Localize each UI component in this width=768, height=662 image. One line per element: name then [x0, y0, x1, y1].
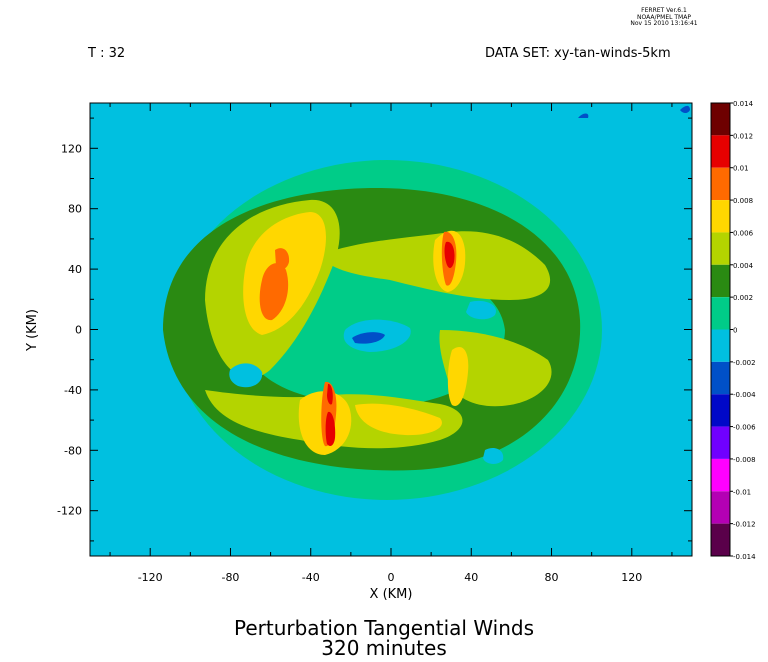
x-axis-label: X (KM) [370, 587, 413, 602]
colorbar-swatch [711, 361, 730, 395]
colorbar-swatch [711, 394, 730, 427]
colorbar-swatch [711, 523, 730, 556]
max-south-red-2 [327, 383, 333, 405]
colorbar: 0.014 0.012 0.01 0.008 0.006 0.004 0.002 0 -0.00… [710, 100, 756, 561]
hole-ne [466, 300, 496, 320]
stamp-line: FERRET Ver.6.1 [641, 7, 687, 14]
colorbar-swatch [711, 200, 730, 233]
time-label: T : 32 [88, 46, 126, 61]
colorbar-label: 0.006 [733, 229, 754, 237]
colorbar-swatch [711, 103, 730, 136]
x-tick-label: 80 [545, 571, 559, 584]
colorbar-swatch [711, 232, 730, 265]
colorbar-label: -0.008 [733, 456, 756, 464]
chart-title: Perturbation Tangential Winds [234, 616, 534, 640]
colorbar-label: 0.004 [733, 262, 754, 270]
chart-subtitle: 320 minutes [321, 636, 447, 660]
colorbar-label: 0.012 [733, 132, 753, 140]
x-tick-label: -40 [302, 571, 320, 584]
hole-west [229, 363, 263, 388]
x-tick-label: 0 [388, 571, 395, 584]
y-axis: -120 -80 -40 0 40 80 120 [57, 117, 692, 542]
stamp-line: NOAA/PMEL TMAP [637, 13, 691, 21]
colorbar-swatch [711, 329, 730, 362]
y-tick-label: -40 [64, 384, 82, 397]
ferret-stamp: FERRET Ver.6.1 NOAA/PMEL TMAP Nov 15 201… [620, 7, 708, 28]
corner-negative-2 [680, 105, 690, 113]
band-west-orange-2 [275, 248, 290, 270]
field-layer [163, 105, 690, 500]
x-tick-label: -80 [221, 571, 239, 584]
y-tick-label: 80 [68, 203, 82, 216]
colorbar-swatch [711, 426, 730, 459]
x-tick-label: 40 [464, 571, 478, 584]
band-east-yellow [447, 346, 469, 406]
colorbar-swatch [711, 458, 730, 492]
stamp-line: Nov 15 2010 13:16:41 [630, 20, 698, 27]
colorbar-label: -0.01 [733, 488, 751, 496]
colorbar-label: 0.01 [733, 165, 749, 173]
y-axis-label: Y (KM) [25, 309, 40, 352]
y-tick-label: -120 [57, 505, 82, 518]
band-south-yellow-2 [355, 403, 442, 436]
y-tick-label: 40 [68, 263, 82, 276]
band-west-orange [259, 263, 289, 321]
x-tick-label: 120 [621, 571, 642, 584]
colorbar-label: -0.014 [733, 553, 756, 561]
x-axis: -120 -80 -40 0 40 80 120 [109, 103, 673, 584]
colorbar-label: -0.006 [733, 424, 756, 432]
corner-negative [578, 113, 589, 118]
y-tick-label: 120 [61, 142, 82, 155]
colorbar-swatch [711, 297, 730, 330]
hole-south [483, 448, 504, 464]
max-south-red [325, 411, 336, 446]
arm-east [439, 330, 552, 407]
dataset-label: DATA SET: xy-tan-winds-5km [485, 46, 671, 61]
colorbar-swatch [711, 167, 730, 201]
colorbar-label: 0.008 [733, 197, 753, 205]
colorbar-swatch [711, 264, 730, 298]
y-tick-label: 0 [75, 324, 82, 337]
colorbar-swatch [711, 491, 730, 524]
colorbar-label: -0.012 [733, 521, 756, 529]
colorbar-label: -0.004 [733, 391, 756, 399]
max-north-red [444, 241, 455, 268]
y-tick-label: -80 [64, 444, 82, 457]
colorbar-swatch [711, 135, 730, 168]
colorbar-label: 0.002 [733, 294, 753, 302]
eye-negative [352, 332, 385, 344]
colorbar-label: -0.002 [733, 359, 756, 367]
colorbar-label: 0.014 [733, 100, 754, 108]
colorbar-label: 0 [733, 327, 737, 335]
x-tick-label: -120 [138, 571, 163, 584]
contour-shapes [205, 105, 690, 464]
